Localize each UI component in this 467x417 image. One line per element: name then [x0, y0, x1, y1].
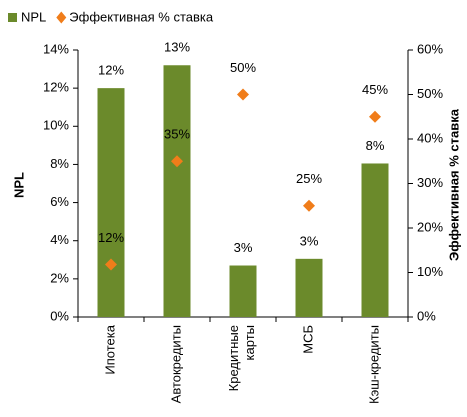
- y2-tick-label: 20%: [417, 219, 443, 234]
- x-tick-label: Кэш-кредиты: [366, 325, 381, 404]
- y-tick-label: 10%: [43, 118, 69, 133]
- legend-swatch: [56, 11, 67, 24]
- x-tick-label: Автокредиты: [168, 325, 183, 403]
- y-tick-label: 12%: [43, 80, 69, 95]
- y2-tick-label: 40%: [417, 130, 443, 145]
- x-tick-label: Кредитныекарты: [226, 325, 257, 391]
- bar: [163, 65, 191, 317]
- x-tick-label: МСБ: [300, 325, 315, 354]
- marker: [171, 155, 183, 168]
- marker: [105, 258, 117, 271]
- y2-tick-label: 50%: [417, 86, 443, 101]
- bar: [229, 265, 257, 317]
- legend-label: Эффективная % ставка: [69, 9, 214, 24]
- marker-value-label: 45%: [362, 82, 388, 97]
- bar-value-label: 12%: [98, 63, 124, 78]
- marker-value-label: 35%: [164, 127, 190, 142]
- marker-value-label: 50%: [230, 60, 256, 75]
- legend-label: NPL: [21, 9, 46, 24]
- bar-value-label: 13%: [164, 40, 190, 55]
- bar-value-label: 3%: [300, 233, 319, 248]
- legend-swatch: [8, 13, 17, 22]
- marker: [237, 88, 249, 101]
- y-axis-title: NPL: [11, 172, 26, 198]
- bar: [361, 163, 389, 317]
- marker-value-label: 25%: [296, 171, 322, 186]
- x-tick-label: Ипотека: [102, 324, 117, 374]
- y2-tick-label: 10%: [417, 264, 443, 279]
- marker: [303, 199, 315, 212]
- bar: [295, 258, 323, 317]
- marker-value-label: 12%: [98, 230, 124, 245]
- y2-tick-label: 60%: [417, 41, 443, 56]
- y-tick-label: 14%: [43, 41, 69, 56]
- y-tick-label: 0%: [50, 308, 69, 323]
- y2-axis-title: Эффективная % ставка: [446, 108, 461, 261]
- marker: [369, 110, 381, 123]
- y-tick-label: 2%: [50, 270, 69, 285]
- y2-tick-label: 0%: [417, 308, 436, 323]
- y2-tick-label: 30%: [417, 175, 443, 190]
- y-tick-label: 6%: [50, 194, 69, 209]
- bar-value-label: 8%: [366, 138, 385, 153]
- bar-value-label: 3%: [234, 240, 253, 255]
- y-tick-label: 8%: [50, 156, 69, 171]
- y-tick-label: 4%: [50, 232, 69, 247]
- bar: [97, 88, 125, 318]
